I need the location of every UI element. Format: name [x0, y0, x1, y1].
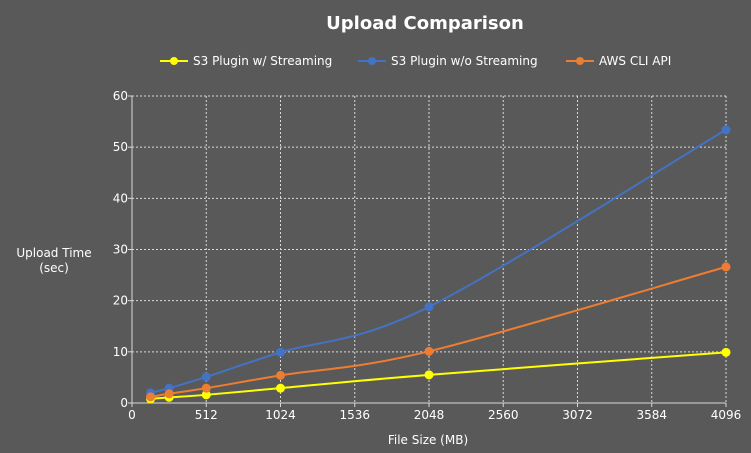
data-point: [276, 347, 285, 357]
series-s3-plugin-w-o-streaming: [146, 125, 731, 398]
y-tick-label: 40: [113, 191, 128, 205]
y-axis-label-line-1: Upload Time: [16, 246, 91, 260]
legend-item: AWS CLI API: [566, 54, 671, 68]
y-tick-label: 20: [113, 294, 128, 308]
x-tick-label: 0: [128, 408, 136, 422]
y-tick-label: 60: [113, 89, 128, 103]
legend-label: S3 Plugin w/ Streaming: [193, 54, 332, 68]
legend-marker: [576, 57, 584, 65]
legend-marker: [368, 57, 376, 65]
y-tick-label: 10: [113, 345, 128, 359]
series-aws-cli-api: [146, 262, 731, 402]
y-tick-label: 0: [120, 396, 128, 410]
data-point: [721, 262, 731, 272]
x-tick-label: 1536: [339, 408, 370, 422]
data-point: [201, 383, 211, 393]
axes: [128, 95, 727, 407]
data-point: [721, 125, 731, 135]
series-line: [150, 351, 727, 400]
x-tick-label: 3072: [562, 408, 593, 422]
legend-marker: [170, 57, 178, 65]
chart-title: Upload Comparison: [326, 13, 524, 34]
grid: [132, 95, 727, 403]
tick-labels: 0 512 1024 1536 2048 2560 3072 3584 4096 0 10 20 30 4…: [113, 89, 742, 422]
x-tick-label: 512: [195, 408, 218, 422]
legend-label: AWS CLI API: [599, 54, 671, 68]
x-tick-label: 2560: [488, 408, 519, 422]
data-point: [146, 392, 156, 402]
legend-item: S3 Plugin w/o Streaming: [358, 54, 538, 68]
data-point: [201, 372, 211, 382]
x-tick-label: 1024: [265, 408, 296, 422]
data-point: [424, 346, 434, 356]
x-tick-label: 3584: [636, 408, 667, 422]
series-s3-plugin-w-streaming: [146, 347, 731, 404]
data-point: [276, 383, 285, 393]
x-tick-label: 4096: [711, 408, 742, 422]
y-axis-label-line-2: (sec): [39, 261, 69, 275]
x-axis-label: File Size (MB): [388, 433, 468, 447]
series-group: [146, 125, 731, 404]
data-point: [424, 370, 434, 380]
data-point: [164, 389, 174, 399]
series-line: [150, 265, 727, 398]
data-point: [276, 370, 285, 380]
legend: S3 Plugin w/ Streaming S3 Plugin w/o Stre…: [160, 54, 671, 68]
legend-item: S3 Plugin w/ Streaming: [160, 54, 332, 68]
series-line: [150, 128, 727, 394]
y-tick-label: 50: [113, 140, 128, 154]
data-point: [721, 347, 731, 357]
legend-label: S3 Plugin w/o Streaming: [391, 54, 538, 68]
x-tick-label: 2048: [414, 408, 445, 422]
data-point: [424, 302, 434, 312]
y-tick-label: 30: [113, 243, 128, 257]
